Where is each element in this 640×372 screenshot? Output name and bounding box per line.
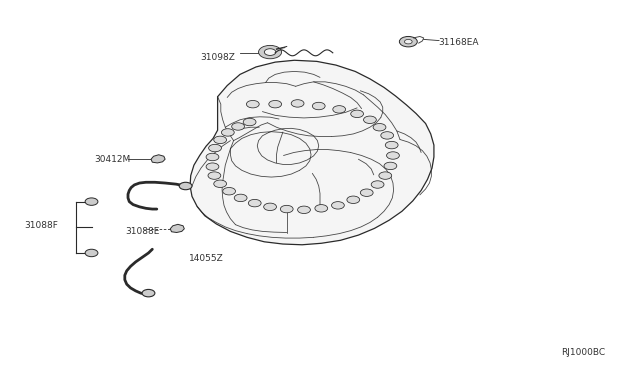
- Circle shape: [223, 187, 236, 195]
- Circle shape: [234, 194, 247, 202]
- Text: 14055Z: 14055Z: [189, 254, 223, 263]
- Text: 31168EA: 31168EA: [438, 38, 479, 46]
- Circle shape: [373, 124, 386, 131]
- Text: RJ1000BC: RJ1000BC: [561, 348, 605, 357]
- Circle shape: [243, 118, 256, 126]
- Circle shape: [259, 45, 282, 59]
- Circle shape: [385, 141, 398, 149]
- Circle shape: [399, 36, 417, 47]
- Circle shape: [347, 196, 360, 203]
- Circle shape: [351, 110, 364, 118]
- Circle shape: [384, 162, 397, 170]
- Circle shape: [264, 203, 276, 211]
- Circle shape: [214, 180, 227, 187]
- Text: 31088F: 31088F: [24, 221, 58, 230]
- Circle shape: [371, 181, 384, 188]
- Circle shape: [85, 198, 98, 205]
- Circle shape: [298, 206, 310, 214]
- Circle shape: [142, 289, 155, 297]
- Circle shape: [221, 129, 234, 136]
- Circle shape: [206, 163, 219, 170]
- Circle shape: [209, 144, 221, 152]
- Circle shape: [332, 202, 344, 209]
- Circle shape: [248, 199, 261, 207]
- Circle shape: [291, 100, 304, 107]
- Text: 30412M: 30412M: [95, 155, 131, 164]
- Circle shape: [333, 106, 346, 113]
- Circle shape: [85, 249, 98, 257]
- Polygon shape: [190, 60, 434, 245]
- Polygon shape: [170, 224, 184, 232]
- Circle shape: [387, 152, 399, 159]
- Circle shape: [315, 205, 328, 212]
- Text: 31088E: 31088E: [125, 227, 159, 236]
- Circle shape: [404, 39, 412, 44]
- Circle shape: [280, 205, 293, 213]
- Circle shape: [246, 100, 259, 108]
- Text: 31098Z: 31098Z: [201, 53, 236, 62]
- Circle shape: [232, 123, 244, 130]
- Circle shape: [269, 100, 282, 108]
- Polygon shape: [151, 155, 165, 163]
- Circle shape: [381, 132, 394, 139]
- Circle shape: [179, 182, 192, 190]
- Circle shape: [364, 116, 376, 124]
- Circle shape: [264, 49, 276, 55]
- Circle shape: [360, 189, 373, 196]
- Circle shape: [312, 102, 325, 110]
- Circle shape: [214, 136, 227, 144]
- Circle shape: [206, 153, 219, 161]
- Circle shape: [208, 172, 221, 179]
- Circle shape: [379, 172, 392, 179]
